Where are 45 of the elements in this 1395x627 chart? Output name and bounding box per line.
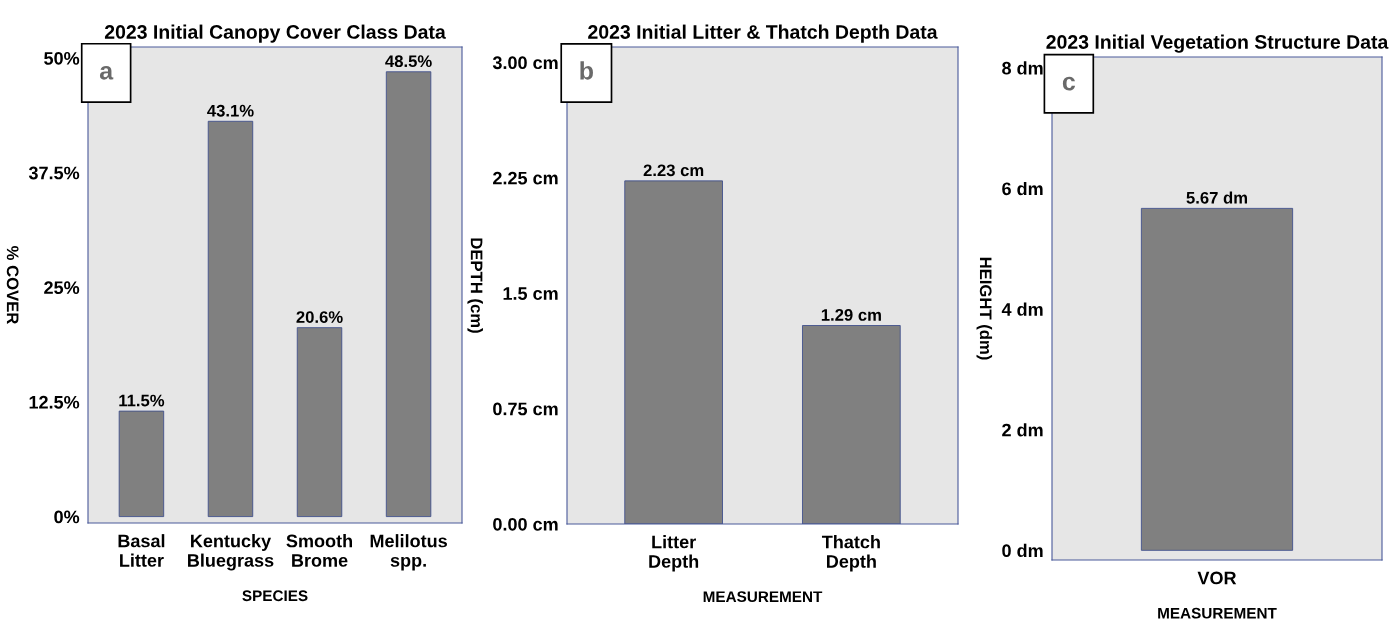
data-label: 11.5% [119,394,165,407]
y-tick-label: 0.75 cm [493,402,558,416]
y-tick-label: 0.00 cm [493,517,558,531]
x-axis-title: MEASUREMENT [1158,607,1277,619]
y-tick-label: 37.5% [28,166,80,180]
y-tick-label: 12.5% [29,395,80,409]
data-label: 48.5% [385,55,432,68]
y-tick-label: 2 dm [1002,423,1043,437]
bar [385,71,432,517]
x-tick-label: Kentucky Bluegrass [188,534,274,571]
data-label: 20.6% [296,311,343,323]
y-tick-label: 50% [44,51,80,65]
x-axis-title: MEASUREMENT [703,591,823,603]
y-tick-label: 1.5 cm [503,287,558,300]
y-axis-title: DEPTH (cm) [467,238,483,333]
data-label: 43.1% [207,104,254,117]
chart-title: 2023 Initial Vegetation Structure Data [1046,34,1389,53]
y-axis-title: % COVER [6,246,19,325]
bar [207,120,254,517]
data-label: 2.23 cm [643,164,704,177]
x-axis-title: SPECIES [242,590,308,602]
y-tick-label: 0 dm [1002,543,1043,558]
y-tick-label: 3.00 cm [492,56,558,70]
data-label: 5.67 dm [1186,191,1247,204]
chart-title: 2023 Initial Litter & Thatch Depth Data [588,24,938,43]
annotation: b [580,61,593,80]
x-tick-label: Basal Litter [118,534,165,567]
y-tick-label: 6 dm [1002,181,1043,196]
y-tick-label: 8 dm [1002,61,1043,75]
y-tick-label: 2.25 cm [493,171,558,185]
x-tick-label: Melilotus spp. [370,534,447,571]
y-axis-title: HEIGHT (dm) [976,257,993,360]
y-tick-label: 25% [44,281,80,295]
x-tick-label: VOR [1197,571,1237,585]
chart-title: 2023 Initial Canopy Cover Class Data [104,24,446,43]
annotation: a [99,65,114,80]
y-tick-label: 0% [54,510,80,524]
text: c [1062,76,1076,91]
bar [296,327,343,517]
x-tick-label: Litter Depth [649,535,699,572]
x-tick-label: Thatch Depth [821,535,880,572]
bar [118,410,165,517]
x-tick-label: Smooth Brome [286,534,353,567]
data-label: 1.29 cm [821,309,881,321]
y-tick-label: 4 dm [1001,302,1043,316]
